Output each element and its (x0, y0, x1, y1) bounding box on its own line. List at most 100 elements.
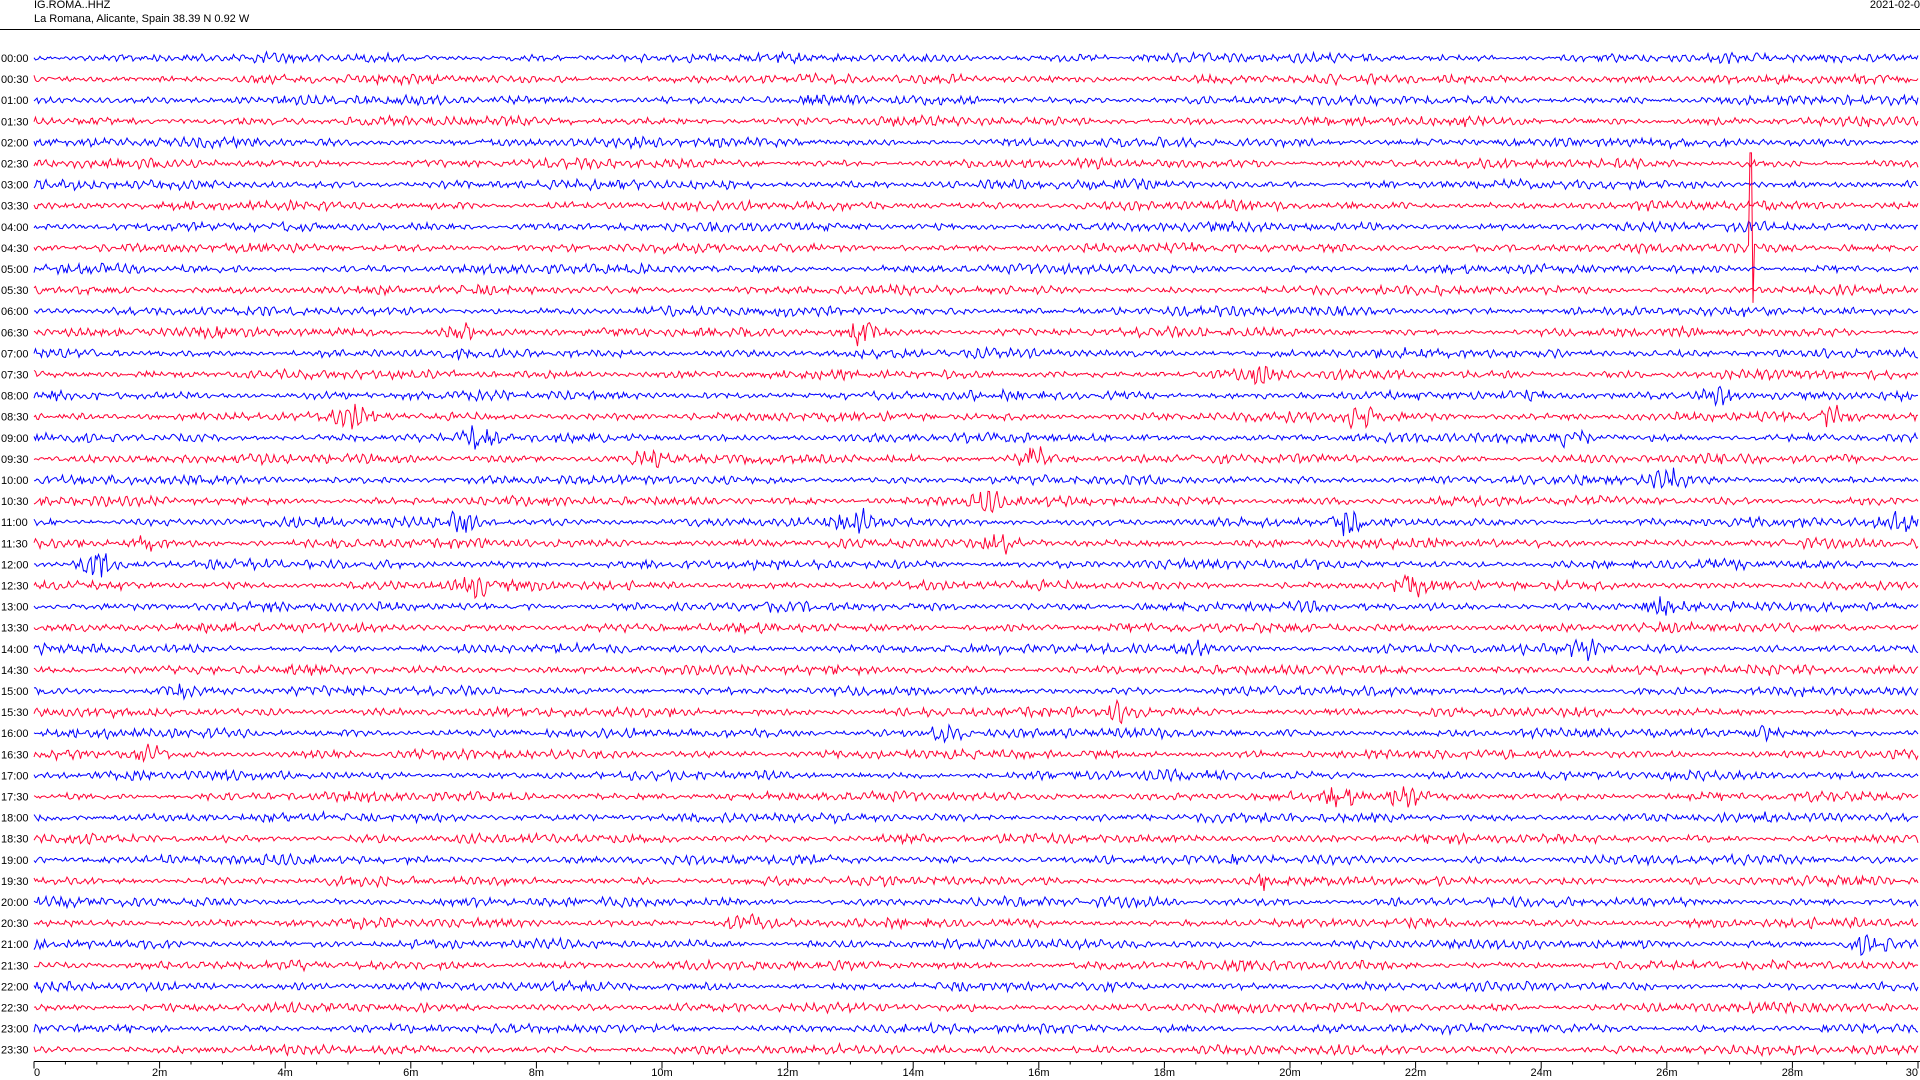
x-tick-label: 8m (529, 1067, 544, 1079)
trace-line (33, 1021, 1919, 1036)
row-label: 20:00 (1, 897, 29, 909)
trace-line (33, 490, 1919, 514)
row-label: 15:00 (1, 686, 29, 698)
row-label: 15:30 (1, 707, 29, 719)
x-tick-label: 28m (1782, 1067, 1803, 1079)
row-label: 07:00 (1, 348, 29, 360)
trace-line (33, 620, 1919, 635)
trace-line (33, 852, 1919, 867)
row-label: 19:30 (1, 876, 29, 888)
x-tick-label: 2m (152, 1067, 167, 1079)
row-label: 10:30 (1, 496, 29, 508)
row-label: 14:00 (1, 644, 29, 656)
trace-line (33, 552, 1919, 578)
row-label: 16:30 (1, 749, 29, 761)
station-code: IG.ROMA..HHZ (34, 0, 111, 11)
trace-line (33, 663, 1919, 677)
row-label: 17:00 (1, 770, 29, 782)
trace-line (33, 220, 1919, 234)
trace-line (33, 894, 1919, 910)
trace-line (33, 261, 1919, 276)
x-tick-label: 20m (1279, 1067, 1300, 1079)
row-label: 06:30 (1, 327, 29, 339)
row-label: 00:30 (1, 74, 29, 86)
row-label: 16:00 (1, 728, 29, 740)
row-label: 12:30 (1, 581, 29, 593)
trace-line (33, 831, 1919, 846)
trace-line (33, 933, 1919, 957)
row-label: 17:30 (1, 792, 29, 804)
trace-line (33, 1000, 1919, 1015)
row-label: 21:30 (1, 960, 29, 972)
row-label: 21:00 (1, 939, 29, 951)
x-axis: 0 2m 4m 6m 8m 10m 12m 14m 16m 18m 20m 22m 24m 26m 28m 3… (33, 1061, 1919, 1079)
trace-line (33, 282, 1919, 298)
row-label: 23:00 (1, 1024, 29, 1036)
trace-line (33, 177, 1919, 192)
row-label: 08:30 (1, 412, 29, 424)
trace-line (33, 345, 1919, 362)
trace-line (33, 1041, 1919, 1058)
record-date: 2021-02-0 (1869, 0, 1920, 11)
trace-line (33, 979, 1919, 994)
trace-line (33, 50, 1919, 65)
x-tick-label: 10m (651, 1067, 672, 1079)
x-tick-label: 14m (902, 1067, 923, 1079)
trace-line (33, 322, 1919, 347)
x-tick-label: 4m (278, 1067, 293, 1079)
row-label: 02:00 (1, 137, 29, 149)
trace-line (33, 71, 1919, 87)
trace-line (33, 425, 1919, 450)
row-label-group: 00:00 00:30 01:00 01:30 02:00 02:30 03:00 03:30… (1, 53, 29, 1057)
trace-line (33, 638, 1919, 662)
trace-line (33, 93, 1919, 108)
row-label: 14:30 (1, 665, 29, 677)
row-label: 08:00 (1, 391, 29, 403)
row-label: 12:00 (1, 559, 29, 571)
trace-line (33, 683, 1919, 701)
row-label: 19:00 (1, 855, 29, 867)
row-label: 04:00 (1, 222, 29, 234)
trace-line (33, 723, 1919, 744)
trace-line (33, 135, 1919, 151)
row-label: 04:30 (1, 243, 29, 255)
row-label: 07:30 (1, 370, 29, 382)
trace-line (33, 768, 1919, 783)
row-label: 03:30 (1, 201, 29, 213)
row-label: 05:00 (1, 264, 29, 276)
row-label: 18:30 (1, 834, 29, 846)
row-label: 02:30 (1, 159, 29, 171)
row-label: 23:30 (1, 1045, 29, 1057)
trace-line (33, 198, 1919, 213)
x-tick-label: 24m (1530, 1067, 1551, 1079)
trace-line (33, 113, 1919, 128)
row-label: 01:30 (1, 116, 29, 128)
trace-line (33, 596, 1919, 616)
trace-line (33, 304, 1919, 318)
row-label: 20:30 (1, 918, 29, 930)
x-tick-label: 22m (1405, 1067, 1426, 1079)
row-label: 13:00 (1, 602, 29, 614)
trace-line (33, 365, 1919, 386)
trace-line (33, 385, 1918, 407)
trace-line (33, 873, 1919, 891)
x-tick-label: 26m (1656, 1067, 1677, 1079)
x-tick-label: 6m (403, 1067, 418, 1079)
station-location: La Romana, Alicante, Spain 38.39 N 0.92 … (34, 13, 250, 25)
row-label: 13:30 (1, 623, 29, 635)
row-label: 03:00 (1, 180, 29, 192)
row-label: 22:30 (1, 1003, 29, 1015)
trace-line (33, 810, 1919, 825)
x-tick-label: 18m (1154, 1067, 1175, 1079)
row-label: 00:00 (1, 53, 29, 65)
row-label: 10:00 (1, 475, 29, 487)
trace-line (33, 573, 1919, 600)
x-tick-label: 16m (1028, 1067, 1049, 1079)
row-label: 11:30 (1, 538, 28, 550)
trace-line (33, 534, 1919, 555)
trace-line (33, 467, 1919, 489)
trace-line (33, 698, 1919, 725)
row-label: 09:00 (1, 433, 29, 445)
trace-line (33, 786, 1919, 808)
